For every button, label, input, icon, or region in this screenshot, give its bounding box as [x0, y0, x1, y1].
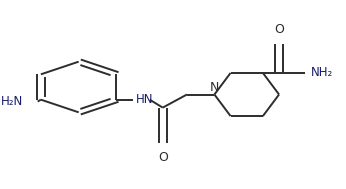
Text: N: N [210, 81, 219, 94]
Text: HN: HN [136, 93, 153, 106]
Text: O: O [158, 151, 168, 164]
Text: NH₂: NH₂ [311, 66, 334, 79]
Text: O: O [274, 23, 284, 36]
Text: H₂N: H₂N [1, 95, 23, 108]
